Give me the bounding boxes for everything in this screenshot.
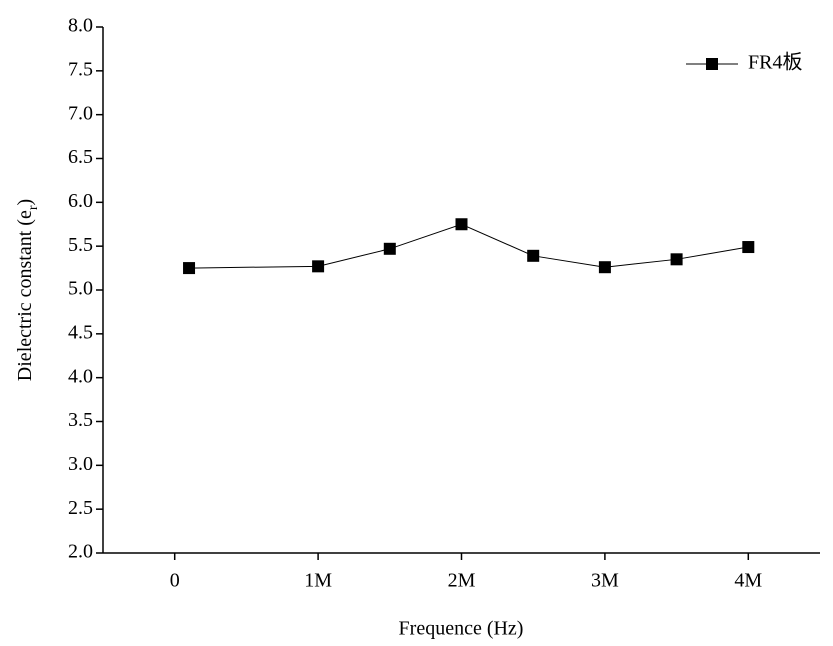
y-tick-label: 2.0 [68,541,93,563]
data-point [598,261,611,274]
y-tick-label: 3.0 [68,453,93,475]
y-tick-label: 4.0 [68,365,93,387]
y-tick-label: 5.5 [68,234,93,256]
y-tick-label: 6.0 [68,190,93,212]
data-point [527,249,540,262]
x-tick-label: 2M [448,570,476,592]
data-point [383,242,396,255]
y-tick-label: 5.0 [68,278,93,300]
x-axis-label: Frequence (Hz) [399,618,524,640]
data-point [183,262,196,275]
data-point [670,253,683,266]
legend-marker [706,58,718,70]
data-point [455,218,468,231]
y-axis-label: Dielectric constant (er) [14,199,41,381]
y-tick-label: 7.0 [68,102,93,124]
x-tick-label: 0 [170,570,180,592]
y-tick-label: 8.0 [68,15,93,37]
legend-label: FR4板 [748,51,802,74]
x-tick-label: 4M [734,570,762,592]
y-tick-label: 7.5 [68,58,93,80]
data-point [742,241,755,254]
x-tick-label: 3M [591,570,619,592]
x-tick-label: 1M [304,570,332,592]
data-point [312,260,325,273]
y-axis-label-main: Dielectric constant (e [14,210,36,381]
y-axis-label-sub: r [26,205,41,210]
series-line [189,223,749,269]
y-tick-label: 6.5 [68,146,93,168]
y-tick-label: 2.5 [68,497,93,519]
y-tick-label: 3.5 [68,409,93,431]
y-axis-label-end: ) [14,199,36,206]
y-tick-label: 4.5 [68,321,93,343]
